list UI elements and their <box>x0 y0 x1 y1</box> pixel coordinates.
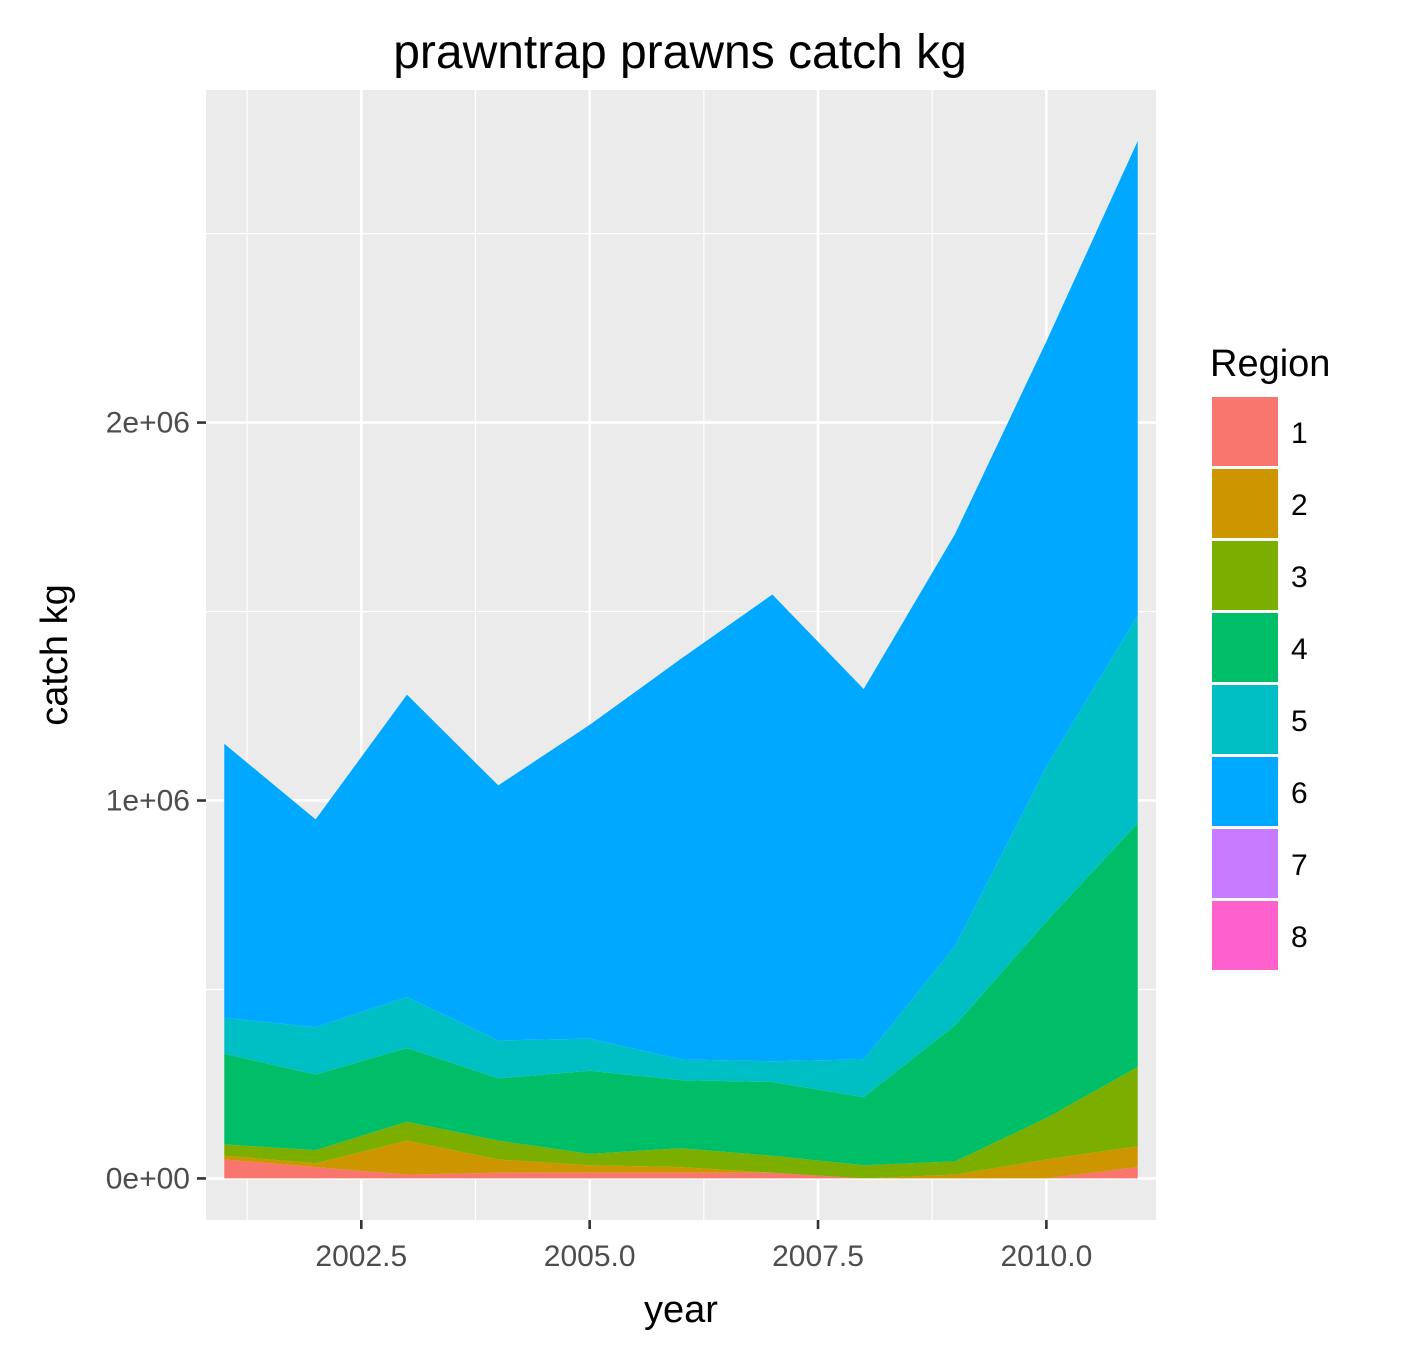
chart-title: prawntrap prawns catch kg <box>393 26 967 79</box>
area-region-1 <box>224 1159 1138 1179</box>
legend-label-region-8: 8 <box>1291 921 1308 954</box>
legend-label-region-4: 4 <box>1291 633 1308 666</box>
y-axis-label: catch kg <box>34 584 76 726</box>
legend-items: 1 2 3 4 5 6 7 8 <box>1212 397 1308 970</box>
x-axis-label: year <box>644 1289 718 1331</box>
legend: Region 1 2 3 4 5 6 7 8 <box>1210 343 1330 970</box>
legend-key-region-4 <box>1212 613 1278 682</box>
x-tick-label: 2005.0 <box>544 1240 636 1273</box>
y-axis: 0e+00 1e+06 2e+06 <box>106 407 206 1195</box>
legend-key-region-6 <box>1212 757 1278 826</box>
x-axis: 2002.5 2005.0 2007.5 2010.0 <box>315 1220 1092 1273</box>
legend-label-region-7: 7 <box>1291 849 1308 882</box>
area-region-4 <box>224 823 1138 1166</box>
x-tick-label: 2007.5 <box>772 1240 864 1273</box>
area-region-6 <box>224 141 1138 1062</box>
x-tick-label: 2002.5 <box>315 1240 407 1273</box>
legend-label-region-5: 5 <box>1291 705 1308 738</box>
legend-key-region-2 <box>1212 469 1278 538</box>
y-tick-label: 1e+06 <box>106 785 190 818</box>
area-region-3 <box>224 1066 1138 1179</box>
y-tick-label: 0e+00 <box>106 1162 190 1195</box>
legend-label-region-3: 3 <box>1291 561 1308 594</box>
legend-title: Region <box>1210 343 1330 385</box>
legend-label-region-6: 6 <box>1291 777 1308 810</box>
area-region-2 <box>224 1140 1138 1179</box>
legend-label-region-2: 2 <box>1291 489 1308 522</box>
legend-key-region-8 <box>1212 901 1278 970</box>
area-region-5 <box>224 615 1138 1098</box>
x-tick-label: 2010.0 <box>1001 1240 1093 1273</box>
y-tick-label: 2e+06 <box>106 407 190 440</box>
stacked-areas <box>224 141 1138 1179</box>
legend-key-region-7 <box>1212 829 1278 898</box>
legend-key-region-5 <box>1212 685 1278 754</box>
legend-key-region-3 <box>1212 541 1278 610</box>
legend-key-region-1 <box>1212 397 1278 466</box>
legend-label-region-1: 1 <box>1291 417 1308 450</box>
